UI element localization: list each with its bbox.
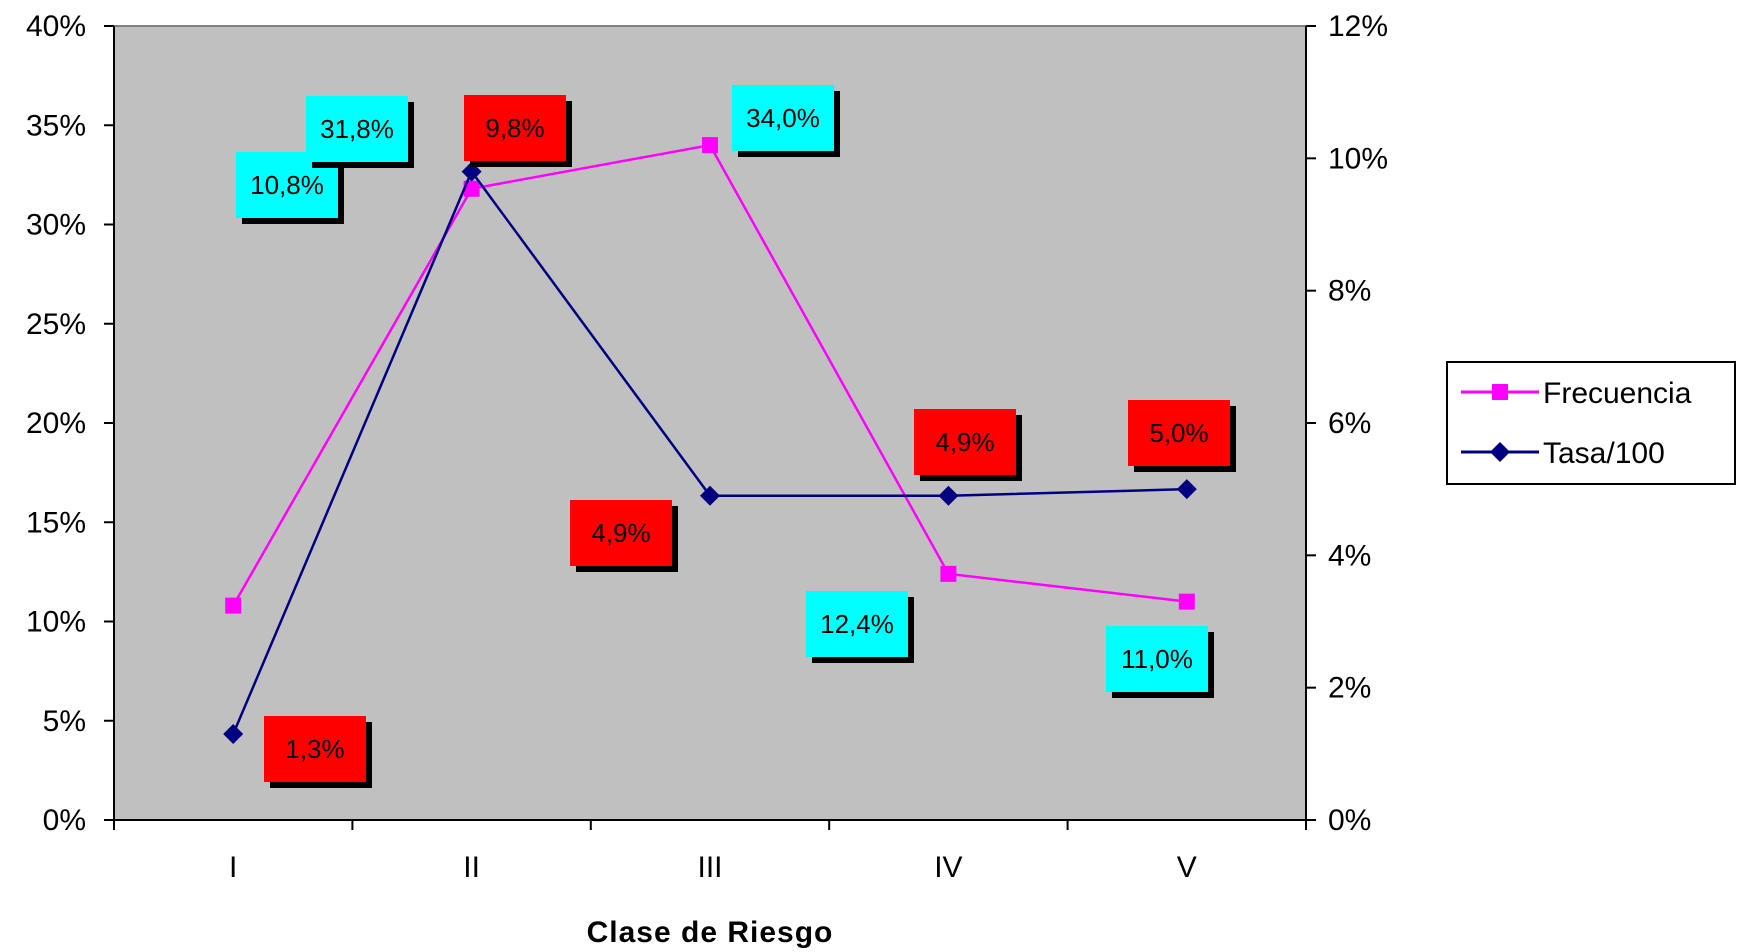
right-tick-label: 8%: [1328, 275, 1371, 308]
left-tick-label: 30%: [26, 209, 86, 242]
series-point: [1178, 593, 1195, 610]
data-label-box: [1106, 626, 1208, 692]
right-tick-label: 10%: [1328, 142, 1388, 175]
series-point: [463, 180, 480, 197]
x-axis-title: Clase de Riesgo: [587, 916, 834, 949]
data-label-box: [464, 95, 566, 161]
right-tick-label: 12%: [1328, 10, 1388, 43]
left-tick-label: 5%: [43, 705, 86, 738]
x-category-label: I: [229, 851, 237, 884]
data-label-box: [264, 716, 366, 782]
left-tick-label: 35%: [26, 109, 86, 142]
series-point: [700, 485, 720, 506]
data-label: 10,8%: [250, 170, 324, 200]
series-point: [225, 597, 242, 614]
data-label-box: [306, 96, 408, 162]
axes: 0% 5% 10% 15% 20% 25% 30% 35% 40% 0% 2% 4% 6% 8% 10% 12…: [26, 10, 1388, 884]
legend: Frecuencia Tasa/100: [1446, 361, 1736, 485]
data-label: 5,0%: [1149, 418, 1208, 448]
data-labels: 10,8% 31,8% 34,0% 12,4% 11,0% 1,3% 9,8% 4,9% 4,9…: [236, 85, 1236, 788]
legend-box: [1446, 361, 1736, 485]
series-point: [223, 723, 244, 744]
data-label: 31,8%: [320, 114, 394, 144]
left-tick-label: 40%: [26, 10, 86, 43]
left-tick-label: 20%: [26, 407, 86, 440]
right-tick-label: 4%: [1328, 539, 1371, 572]
left-tick-label: 0%: [43, 804, 86, 837]
x-category-label: III: [697, 851, 722, 884]
series-layer: [223, 137, 1197, 744]
data-label: 9,8%: [485, 113, 544, 143]
series-point: [938, 485, 959, 506]
right-tick-label: 6%: [1328, 407, 1371, 440]
data-label-box: [732, 85, 834, 151]
data-label: 1,3%: [285, 734, 344, 764]
data-label-box: [914, 409, 1016, 475]
series-point: [702, 137, 718, 154]
legend-marker: [1492, 384, 1508, 400]
x-category-label: II: [463, 851, 480, 884]
data-label-box: [806, 591, 908, 657]
x-category-label: IV: [934, 851, 962, 884]
series-point: [940, 565, 957, 582]
legend-label: Frecuencia: [1543, 377, 1692, 410]
left-tick-label: 25%: [26, 308, 86, 341]
legend-label: Tasa/100: [1543, 437, 1665, 470]
series-point: [1176, 479, 1197, 500]
left-tick-label: 15%: [26, 506, 86, 539]
data-label: 4,9%: [591, 518, 650, 548]
data-label-box: [1128, 400, 1230, 466]
data-label: 4,9%: [935, 427, 994, 457]
left-tick-label: 10%: [26, 606, 86, 639]
legend-marker: [1490, 442, 1510, 462]
x-category-label: V: [1177, 851, 1197, 884]
data-label-box: [570, 500, 672, 566]
data-label: 34,0%: [746, 103, 820, 133]
right-tick-label: 2%: [1328, 672, 1371, 705]
data-label: 11,0%: [1121, 644, 1193, 674]
data-label: 12,4%: [820, 609, 894, 639]
right-tick-label: 0%: [1328, 804, 1371, 837]
